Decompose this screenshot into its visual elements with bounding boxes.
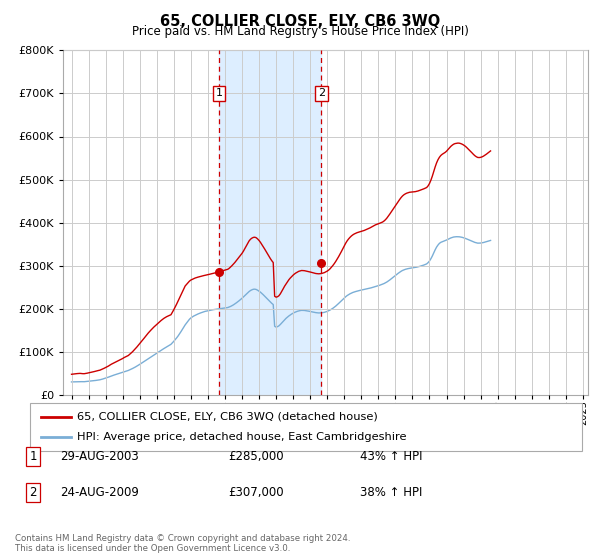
Text: 2: 2 (317, 88, 325, 99)
FancyBboxPatch shape (30, 403, 582, 451)
Text: HPI: Average price, detached house, East Cambridgeshire: HPI: Average price, detached house, East… (77, 432, 406, 442)
Text: 1: 1 (215, 88, 223, 99)
Text: 65, COLLIER CLOSE, ELY, CB6 3WQ (detached house): 65, COLLIER CLOSE, ELY, CB6 3WQ (detache… (77, 412, 377, 422)
Text: 38% ↑ HPI: 38% ↑ HPI (360, 486, 422, 500)
Text: 24-AUG-2009: 24-AUG-2009 (60, 486, 139, 500)
Text: £285,000: £285,000 (228, 450, 284, 463)
Text: 65, COLLIER CLOSE, ELY, CB6 3WQ: 65, COLLIER CLOSE, ELY, CB6 3WQ (160, 14, 440, 29)
Text: Price paid vs. HM Land Registry's House Price Index (HPI): Price paid vs. HM Land Registry's House … (131, 25, 469, 38)
Text: 43% ↑ HPI: 43% ↑ HPI (360, 450, 422, 463)
Text: £307,000: £307,000 (228, 486, 284, 500)
Text: 1: 1 (29, 450, 37, 463)
Text: Contains HM Land Registry data © Crown copyright and database right 2024.
This d: Contains HM Land Registry data © Crown c… (15, 534, 350, 553)
Text: 2: 2 (29, 486, 37, 500)
Text: 29-AUG-2003: 29-AUG-2003 (60, 450, 139, 463)
Bar (219, 50, 321, 395)
